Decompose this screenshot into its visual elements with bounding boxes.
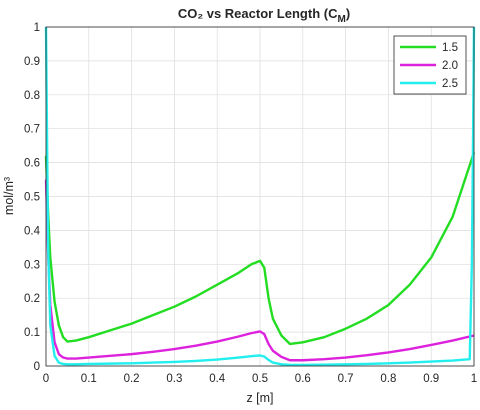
x-tick-label: 0.4 [209, 373, 226, 385]
y-tick-label: 0.5 [24, 192, 40, 204]
title-close: ) [346, 6, 350, 21]
legend-label-2.0: 2.0 [442, 60, 458, 72]
x-tick-label: 0.1 [81, 373, 97, 385]
y-tick-label: 0.1 [24, 327, 40, 339]
x-tick-label: 0 [43, 373, 49, 385]
y-tick-label: 1 [34, 22, 40, 34]
x-tick-label: 0.2 [124, 373, 140, 385]
y-tick-label: 0.7 [24, 124, 40, 136]
plot-frame [45, 26, 475, 367]
x-tick-label: 0.6 [295, 373, 311, 385]
legend: 1.5 2.0 2.5 [393, 35, 467, 95]
title-main: CO₂ vs Reactor Length (C [178, 6, 338, 21]
y-tick-label: 0.9 [24, 56, 40, 68]
series-group [44, 26, 476, 367]
y-tick-label: 0.6 [24, 158, 40, 170]
legend-label-1.5: 1.5 [442, 42, 458, 54]
x-tick-label: 0.9 [423, 373, 439, 385]
y-tick-label: 0.2 [24, 293, 40, 305]
title-subscript: M [337, 14, 345, 25]
y-tick-label: 0 [34, 361, 40, 373]
y-tick-label: 0.4 [24, 225, 41, 237]
series-line-2.0 [44, 179, 475, 362]
legend-label-2.5: 2.5 [442, 78, 458, 90]
x-tick-label: 1 [471, 373, 477, 385]
series-line-2.5 [44, 26, 476, 367]
y-tick-label: 0.3 [24, 259, 40, 271]
y-axis-label: mol/m³ [2, 177, 16, 215]
tick-group: 0 0.1 0.2 0.3 0.4 0.5 0.6 0.7 0.8 0.9 1 0 0.1 0.2 0.3 0… [24, 22, 477, 385]
x-tick-label: 0.5 [252, 373, 268, 385]
series-line-1.5 [44, 152, 476, 346]
x-axis-label: z [m] [246, 391, 273, 405]
y-tick-label: 0.8 [24, 90, 40, 102]
x-tick-label: 0.7 [338, 373, 354, 385]
x-tick-label: 0.8 [380, 373, 396, 385]
chart-title: CO₂ vs Reactor Length (CM) [178, 6, 350, 25]
x-tick-label: 0.3 [166, 373, 182, 385]
